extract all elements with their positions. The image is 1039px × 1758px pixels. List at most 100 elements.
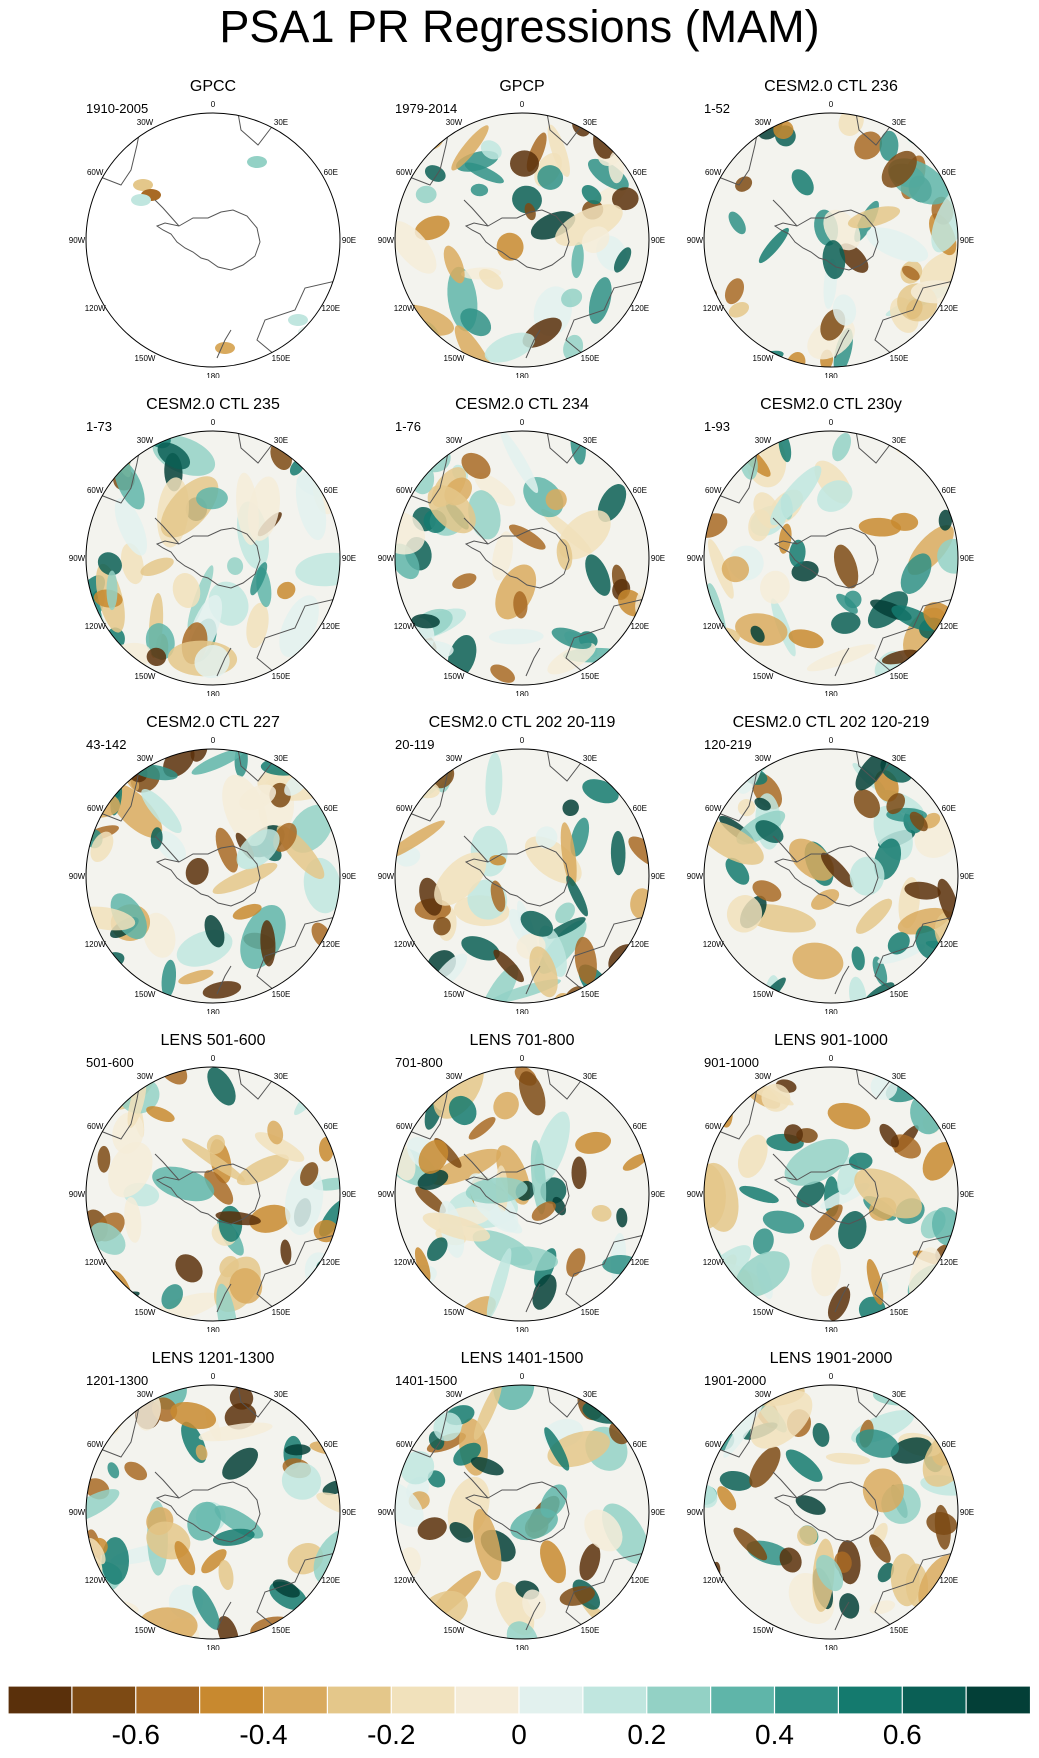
panel-title: LENS 901-1000: [774, 1032, 888, 1049]
field-blob: [770, 465, 822, 526]
field-blob: [187, 565, 214, 630]
field-blob: [495, 1581, 535, 1636]
lon-label-se150: 150E: [890, 990, 909, 999]
map-border: [703, 430, 959, 686]
field-blob: [854, 1168, 922, 1219]
lon-label-sw150: 150W: [753, 990, 774, 999]
peninsula-coastline: [463, 835, 489, 863]
colorbar-swatch: [646, 1686, 712, 1714]
lon-label-left: 90W: [687, 236, 704, 245]
polar-map: 0 30E 60E 90E 120E 150E 180 150W 120W 90W 60W 30W: [378, 418, 665, 696]
lon-label-ne60: 60E: [324, 486, 338, 495]
map-border: [394, 1384, 650, 1640]
field-blob: [789, 838, 835, 881]
peninsula-coastline: [772, 835, 798, 863]
field-blob: [415, 185, 437, 204]
field-blob: [750, 1390, 813, 1449]
field-blob: [544, 1427, 570, 1471]
lon-label-left: 90W: [69, 1190, 86, 1199]
lon-label-sw120: 120W: [85, 304, 106, 313]
colorbar-swatch: [390, 1686, 457, 1714]
field-blob: [613, 247, 632, 273]
field-blob: [633, 113, 649, 140]
field-blob: [101, 1537, 130, 1585]
new-zealand-coastline: [216, 329, 232, 359]
field-blob: [152, 1166, 215, 1202]
new-zealand-coastline: [216, 1283, 232, 1313]
map-panel: 0 30E 60E 90E 120E 150E 180 150W 120W 90W 60W 30W CE…: [68, 714, 358, 1014]
field-blob: [106, 570, 118, 611]
field-blob: [249, 1204, 291, 1233]
lon-label-se150: 150E: [272, 672, 291, 681]
lon-label-ne30: 30E: [274, 436, 288, 445]
colorbar-swatch: [965, 1686, 1030, 1714]
lon-label-nw60: 60W: [705, 168, 722, 177]
map-panel: 0 30E 60E 90E 120E 150E 180 150W 120W 90W 60W 30W CE…: [686, 714, 976, 1014]
lon-label-nw60: 60W: [396, 486, 413, 495]
field-blob: [938, 509, 953, 531]
lon-label-sw120: 120W: [703, 1576, 724, 1585]
field-blob: [395, 510, 425, 555]
panel-title: GPCP: [499, 78, 545, 95]
field-blob: [204, 915, 225, 948]
polar-map: 0 30E 60E 90E 120E 150E 180 150W 120W 90W 60W 30W: [69, 1054, 356, 1332]
lon-label-se120: 120E: [630, 1258, 649, 1267]
map-border: [394, 430, 650, 686]
field-blob: [493, 1091, 519, 1120]
field-blob: [465, 1177, 528, 1204]
map-border: [85, 1066, 341, 1322]
field-blob: [547, 124, 570, 177]
field-blob: [750, 625, 765, 643]
field-blob: [811, 1244, 841, 1297]
field-blob: [877, 1562, 895, 1583]
new-zealand-coastline: [525, 647, 541, 677]
peninsula-coastline: [463, 199, 489, 227]
lon-label-nw30: 30W: [755, 754, 772, 763]
field-blob: [431, 1148, 502, 1186]
field-blob: [493, 949, 524, 983]
peninsula-coastline: [154, 199, 180, 227]
field-blob: [280, 1239, 292, 1265]
lon-label-left: 90W: [378, 236, 395, 245]
field-blob: [146, 647, 167, 667]
field-blob: [124, 1461, 148, 1481]
field-blob: [832, 294, 857, 326]
lon-label-right: 90E: [651, 872, 665, 881]
map-border: [85, 748, 341, 1004]
polar-map: 0 30E 60E 90E 120E 150E 180 150W 120W 90W 60W 30W: [687, 736, 974, 1014]
lon-label-se150: 150E: [581, 1626, 600, 1635]
lon-label-ne60: 60E: [942, 168, 956, 177]
field-blob: [579, 1543, 601, 1581]
lon-label-se150: 150E: [890, 1308, 909, 1317]
lon-label-nw30: 30W: [137, 436, 154, 445]
new-zealand-coastline: [525, 329, 541, 359]
shaded-field: [704, 1067, 958, 1321]
colorbar-tick-label: -0.6: [111, 1719, 160, 1750]
field-blob: [816, 1554, 844, 1592]
lon-label-se150: 150E: [581, 1308, 600, 1317]
field-blob: [704, 820, 764, 865]
field-blob: [836, 593, 858, 614]
field-blob: [178, 969, 214, 985]
field-blob: [443, 245, 465, 284]
lon-label-se120: 120E: [630, 940, 649, 949]
field-blob: [399, 1403, 416, 1438]
field-blob: [227, 557, 244, 575]
panel-title: LENS 701-800: [469, 1032, 575, 1049]
lon-label-sw120: 120W: [703, 940, 724, 949]
field-blob: [847, 206, 901, 229]
field-blob: [131, 194, 151, 206]
polar-map: 0 30E 60E 90E 120E 150E 180 150W 120W 90W 60W 30W: [687, 418, 974, 696]
lon-label-nw60: 60W: [705, 1122, 722, 1131]
field-blob: [791, 169, 814, 196]
panel-title: LENS 1901-2000: [769, 1350, 893, 1367]
lon-label-left: 90W: [69, 1508, 86, 1517]
lon-label-se120: 120E: [630, 1576, 649, 1585]
polar-map: 0 30E 60E 90E 120E 150E 180 150W 120W 90W 60W 30W: [687, 100, 974, 378]
field-blob: [796, 1181, 825, 1208]
field-blob: [204, 1170, 234, 1205]
field-blob: [728, 302, 750, 318]
field-blob: [448, 1095, 477, 1126]
field-blob: [902, 265, 920, 281]
field-blob: [540, 1540, 566, 1584]
